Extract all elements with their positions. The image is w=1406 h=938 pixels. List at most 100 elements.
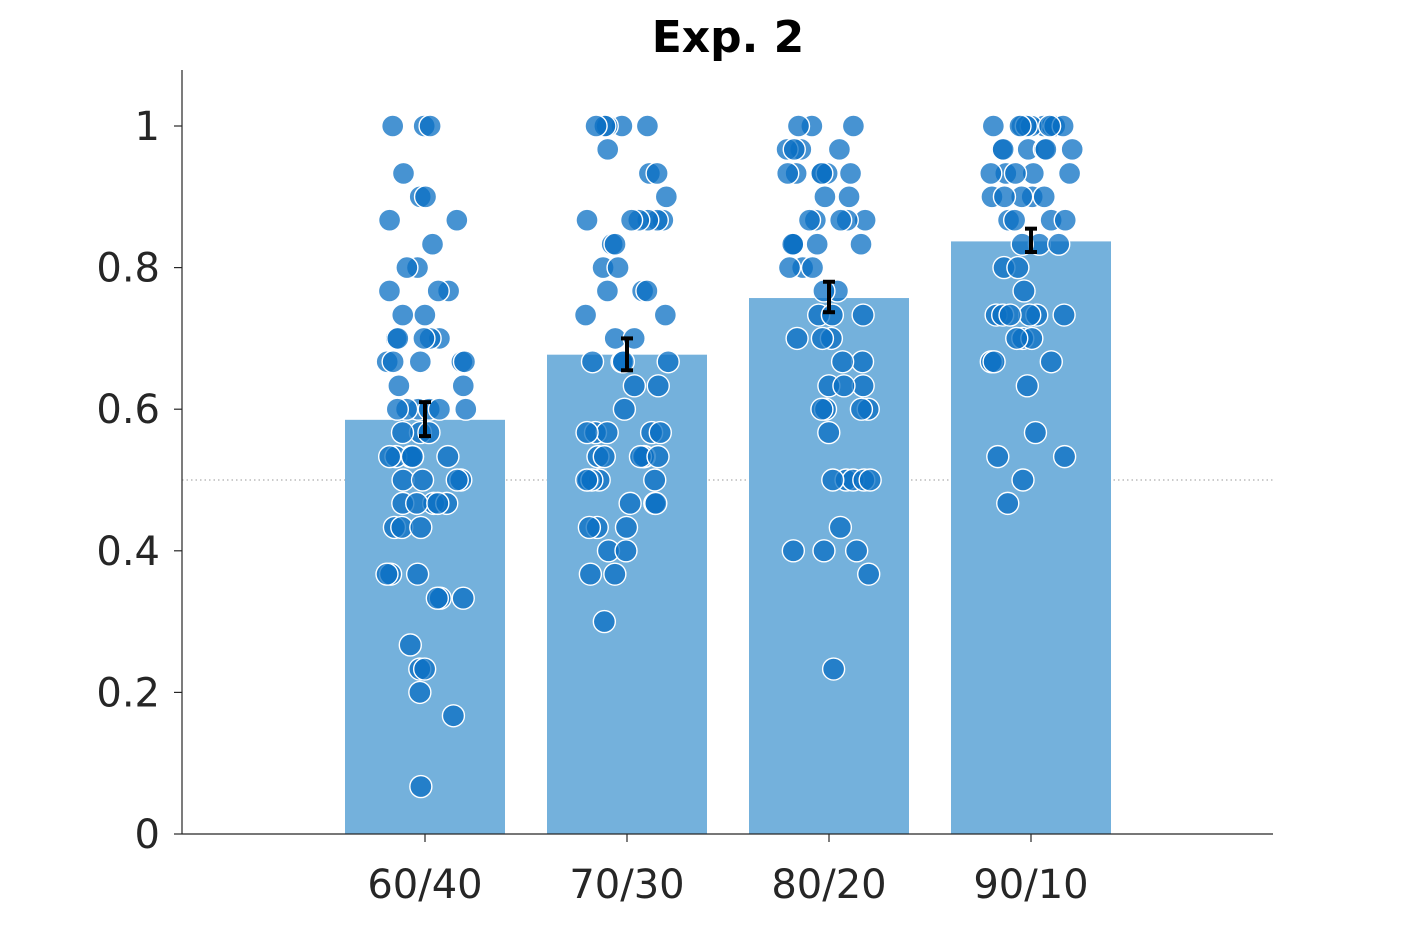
data-point-90-10 xyxy=(1010,232,1034,256)
data-point-80-20 xyxy=(777,255,802,280)
data-point-80-20 xyxy=(810,161,834,186)
data-point-70-30 xyxy=(619,208,644,232)
data-point-60-40 xyxy=(391,161,416,186)
data-point-60-40 xyxy=(454,397,478,421)
data-point-80-20 xyxy=(857,562,881,586)
data-point-80-20 xyxy=(820,303,845,327)
data-point-70-30 xyxy=(595,279,620,303)
data-point-70-30 xyxy=(578,562,603,586)
error-bar-layer xyxy=(419,226,1037,439)
data-point-60-40 xyxy=(410,468,435,492)
data-point-60-40 xyxy=(377,208,402,232)
data-point-70-30 xyxy=(654,185,679,209)
data-point-60-40 xyxy=(391,303,415,327)
data-point-60-40 xyxy=(426,279,450,303)
data-point-90-10 xyxy=(1005,326,1029,351)
data-point-70-30 xyxy=(592,444,617,469)
data-point-60-40 xyxy=(412,657,437,681)
y-tick-label: 0.6 xyxy=(96,387,160,433)
data-point-60-40 xyxy=(395,255,419,280)
data-point-60-40 xyxy=(386,326,410,351)
data-point-80-20 xyxy=(797,208,822,232)
data-point-60-40 xyxy=(445,468,469,492)
data-point-60-40 xyxy=(427,397,452,421)
data-point-70-30 xyxy=(584,114,608,138)
data-point-60-40 xyxy=(375,562,399,586)
y-tick-label: 1 xyxy=(135,104,160,150)
x-tick-label: 70/30 xyxy=(569,862,684,908)
data-point-80-20 xyxy=(821,657,846,681)
data-point-60-40 xyxy=(377,279,402,303)
data-point-60-40 xyxy=(451,586,475,610)
data-point-90-10 xyxy=(996,491,1020,516)
axes: 0 0.2 0.4 0.6 0.8 1 60/40 70/30 80/20 90/10 xyxy=(96,70,1273,908)
data-point-70-30 xyxy=(646,444,670,469)
data-point-60-40 xyxy=(409,774,433,799)
data-point-70-30 xyxy=(612,397,637,421)
x-tick-label: 90/10 xyxy=(973,862,1088,908)
data-point-90-10 xyxy=(1003,161,1028,186)
data-point-90-10 xyxy=(986,444,1010,469)
data-point-70-30 xyxy=(618,491,642,516)
point-layer xyxy=(375,114,1084,799)
data-point-90-10 xyxy=(1032,185,1056,209)
data-point-60-40 xyxy=(391,468,415,492)
data-point-80-20 xyxy=(827,137,852,162)
data-point-70-30 xyxy=(592,609,617,634)
data-point-80-20 xyxy=(849,397,874,421)
data-point-80-20 xyxy=(785,326,809,351)
data-point-80-20 xyxy=(858,468,882,492)
data-point-90-10 xyxy=(1006,255,1030,280)
data-point-80-20 xyxy=(841,114,866,138)
data-point-80-20 xyxy=(828,515,853,540)
data-point-90-10 xyxy=(1002,208,1027,232)
data-point-70-30 xyxy=(622,374,647,398)
data-point-60-40 xyxy=(400,444,425,469)
data-point-90-10 xyxy=(1053,208,1077,232)
data-point-80-20 xyxy=(817,420,841,445)
data-point-90-10 xyxy=(1012,279,1036,303)
data-point-60-40 xyxy=(381,350,405,374)
data-point-80-20 xyxy=(782,137,806,162)
data-point-60-40 xyxy=(380,114,405,138)
data-point-60-40 xyxy=(426,491,450,516)
data-point-90-10 xyxy=(1023,420,1048,445)
data-point-80-20 xyxy=(812,539,836,563)
data-point-60-40 xyxy=(451,374,475,398)
data-point-80-20 xyxy=(830,350,855,374)
data-point-90-10 xyxy=(1052,444,1077,469)
data-point-70-30 xyxy=(575,420,599,445)
data-point-60-40 xyxy=(425,586,450,610)
y-tick-label: 0.4 xyxy=(96,529,160,575)
data-point-70-30 xyxy=(635,279,659,303)
data-point-80-20 xyxy=(851,303,875,327)
data-point-90-10 xyxy=(979,161,1003,186)
data-point-70-30 xyxy=(577,515,602,540)
data-point-60-40 xyxy=(420,232,445,256)
data-point-70-30 xyxy=(614,539,638,563)
data-point-90-10 xyxy=(1018,303,1042,327)
data-point-90-10 xyxy=(981,114,1006,138)
data-point-60-40 xyxy=(398,633,422,657)
data-point-80-20 xyxy=(776,161,800,186)
data-point-80-20 xyxy=(838,161,863,186)
data-point-60-40 xyxy=(385,397,410,421)
bar-layer xyxy=(345,241,1111,835)
data-point-90-10 xyxy=(992,185,1017,209)
y-tick-label: 0 xyxy=(135,812,160,858)
data-point-70-30 xyxy=(573,303,598,327)
x-tick-label: 80/20 xyxy=(771,862,886,908)
data-point-60-40 xyxy=(413,303,437,327)
data-point-60-40 xyxy=(405,491,429,516)
data-point-90-10 xyxy=(982,350,1006,374)
data-point-70-30 xyxy=(596,137,620,162)
data-point-80-20 xyxy=(844,539,869,563)
y-tick-label: 0.8 xyxy=(96,246,160,292)
data-point-80-20 xyxy=(850,350,875,374)
data-point-70-30 xyxy=(635,114,660,138)
data-point-80-20 xyxy=(821,468,845,492)
data-point-80-20 xyxy=(810,326,835,351)
data-point-70-30 xyxy=(606,255,630,280)
data-point-80-20 xyxy=(781,232,805,256)
data-point-80-20 xyxy=(849,232,873,256)
